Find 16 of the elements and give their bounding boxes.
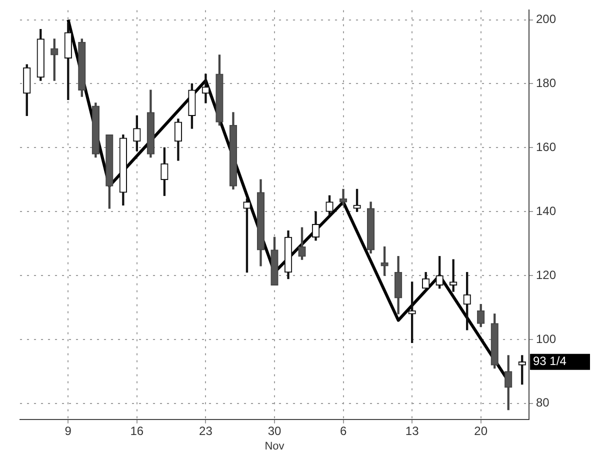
y-tick-label: 140	[536, 204, 556, 218]
x-axis-title: Nov	[264, 440, 285, 452]
text: 93 1/4	[533, 354, 567, 368]
y-tick-label: 160	[536, 140, 556, 154]
y-tick-label: 120	[536, 268, 556, 282]
y-tick-label: 100	[536, 332, 556, 346]
x-tick-label: 6	[340, 424, 347, 438]
y-tick-label: 80	[536, 396, 550, 410]
x-tick-label: 20	[474, 424, 488, 438]
x-tick-label: 9	[64, 424, 72, 438]
x-tick-label: 23	[199, 424, 213, 438]
x-tick-label: 16	[130, 424, 144, 438]
y-tick-label: 180	[536, 76, 556, 90]
y-tick-label: 200	[536, 12, 556, 26]
x-tick-label: 30	[268, 424, 282, 438]
x-tick-label: 13	[405, 424, 420, 438]
